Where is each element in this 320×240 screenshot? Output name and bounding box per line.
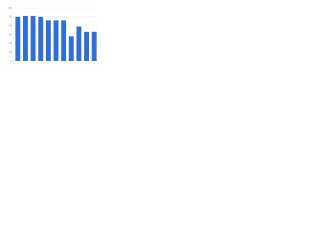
bar [68,36,74,61]
y-tick-label: 20 [9,41,13,45]
bar [91,31,97,61]
bar [76,26,82,61]
bar [61,20,67,61]
bar [45,20,51,61]
bar [30,15,36,61]
bar [84,31,89,61]
bar [53,20,59,61]
y-tick-label: 30 [9,32,13,36]
bar [38,16,44,61]
y-tick-label: 40 [9,23,13,27]
y-tick-label: 0 [10,59,12,63]
bar [23,15,28,61]
chart: 0 10 20 30 40 50 60 [9,6,98,63]
y-tick-label: 10 [9,50,13,54]
y-tick-label: 60 [9,6,13,10]
bar [15,16,21,61]
y-tick-label: 50 [9,15,13,19]
